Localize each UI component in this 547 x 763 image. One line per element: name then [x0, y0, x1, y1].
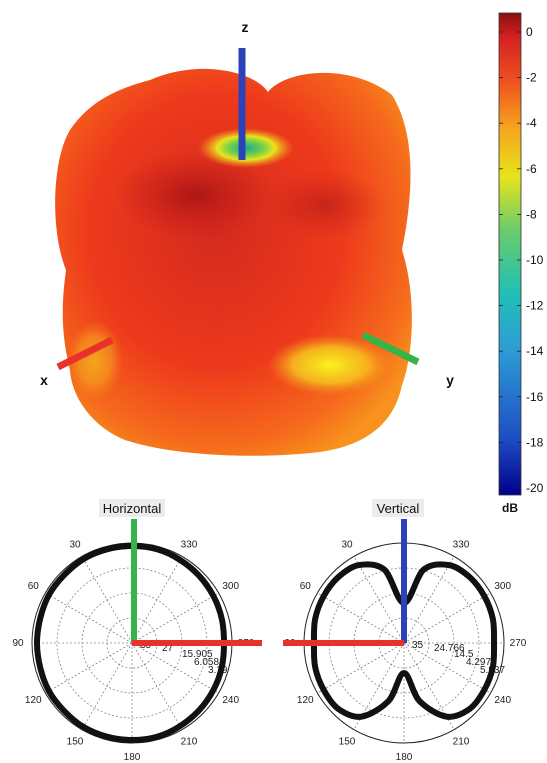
colorbar-tick-label: -6 [526, 162, 537, 176]
polar-grid-spoke [403, 642, 491, 694]
polar-grid-spoke [131, 642, 219, 694]
polar-angle-label: 270 [510, 638, 527, 649]
polar-angle-label: 90 [12, 638, 24, 649]
colorbar-gradient [498, 12, 522, 496]
polar-title-vertical: Vertical [377, 501, 420, 516]
colorbar-tick-label: 0 [526, 25, 533, 39]
pattern-3d-null-top [198, 128, 294, 168]
polar-angle-label: 240 [494, 695, 511, 706]
polar-horizontal: Horizontal 30330603009027012024015021018… [12, 499, 262, 763]
polar-radial-label: 15.905 [182, 649, 213, 660]
polar-angle-label: 150 [339, 737, 356, 748]
polar-title-bg [99, 499, 165, 517]
polar-angle-label: 30 [69, 539, 81, 550]
polar-grid-spoke [81, 556, 133, 644]
colorbar-tick-label: -12 [526, 299, 544, 313]
y-axis-label: y [446, 372, 454, 388]
polar-angle-label: 30 [341, 539, 353, 550]
colorbar-tick-label: -18 [526, 435, 544, 449]
polar-grid-spoke [45, 642, 133, 694]
polar-angle-label: 60 [300, 581, 312, 592]
pattern-3d: z x y [40, 19, 454, 456]
colorbar-ticks: 0 -2 -4 -6 -8 -10 -12 -14 -16 -18 -20 [499, 25, 544, 495]
polar-angle-label: 300 [222, 581, 239, 592]
polar-grid-spoke [317, 592, 405, 644]
polar-title-horizontal: Horizontal [103, 501, 162, 516]
polar-angle-label: 240 [222, 695, 239, 706]
polar-angle-label: 330 [453, 539, 470, 550]
polar-grid-spoke [131, 642, 183, 730]
polar-grid-spoke [45, 592, 133, 644]
polar-angle-label: 330 [181, 539, 198, 550]
polar-angle-label: 180 [124, 752, 141, 763]
pattern-3d-hotspot [115, 150, 275, 240]
colorbar: 0 -2 -4 -6 -8 -10 -12 -14 -16 -18 -20 dB [498, 12, 544, 515]
polar-grid-spoke [317, 642, 405, 694]
polar-angle-label: 120 [297, 695, 314, 706]
colorbar-tick-label: -4 [526, 116, 537, 130]
polar-radial-label: 24.766 [434, 643, 465, 654]
colorbar-tick-label: -10 [526, 253, 544, 267]
colorbar-tick-label: -20 [526, 481, 544, 495]
polar-angle-label: 210 [453, 737, 470, 748]
polar-grid-spoke [131, 556, 183, 644]
polar-grid-spoke [81, 642, 133, 730]
x-axis-label: x [40, 372, 48, 388]
polar-trace-vertical [310, 561, 498, 720]
polar-angle-label: 300 [494, 581, 511, 592]
pattern-3d-hotspot [265, 170, 385, 240]
polar-grid-spoke [403, 592, 491, 644]
polar-radial-label: 14.5 [454, 649, 474, 660]
colorbar-tick-label: -16 [526, 390, 544, 404]
polar-grid-spoke [403, 556, 455, 644]
y-axis-line [361, 331, 420, 366]
polar-angle-label: 210 [181, 737, 198, 748]
polar-angle-label: 150 [67, 737, 84, 748]
polar-angle-label: 120 [25, 695, 42, 706]
polar-grid-spoke [353, 642, 405, 730]
colorbar-tick-label: -8 [526, 207, 537, 221]
pattern-3d-lowspot [268, 335, 392, 395]
polar-angle-label: 60 [28, 581, 40, 592]
polar-radial-label: 35 [412, 640, 424, 651]
polar-angle-label: 180 [396, 752, 413, 763]
pattern-3d-body [55, 68, 412, 456]
colorbar-tick-label: -2 [526, 71, 537, 85]
x-axis-line [56, 336, 114, 371]
polar-radial-label: 6.058 [194, 657, 219, 668]
polar-title-bg [372, 499, 424, 517]
polar-grid-spoke [403, 642, 455, 730]
z-axis-label: z [242, 19, 249, 35]
colorbar-unit: dB [502, 501, 518, 515]
polar-grid-spoke [353, 556, 405, 644]
colorbar-tick-label: -14 [526, 344, 544, 358]
polar-vertical: Vertical 3033060300902701202401502101803… [283, 499, 527, 763]
polar-grid-spoke [131, 592, 219, 644]
polar-trace-horizontal [34, 543, 227, 743]
polar-radial-label: 4.297 [466, 657, 491, 668]
polar-radial-label: 27 [162, 643, 174, 654]
